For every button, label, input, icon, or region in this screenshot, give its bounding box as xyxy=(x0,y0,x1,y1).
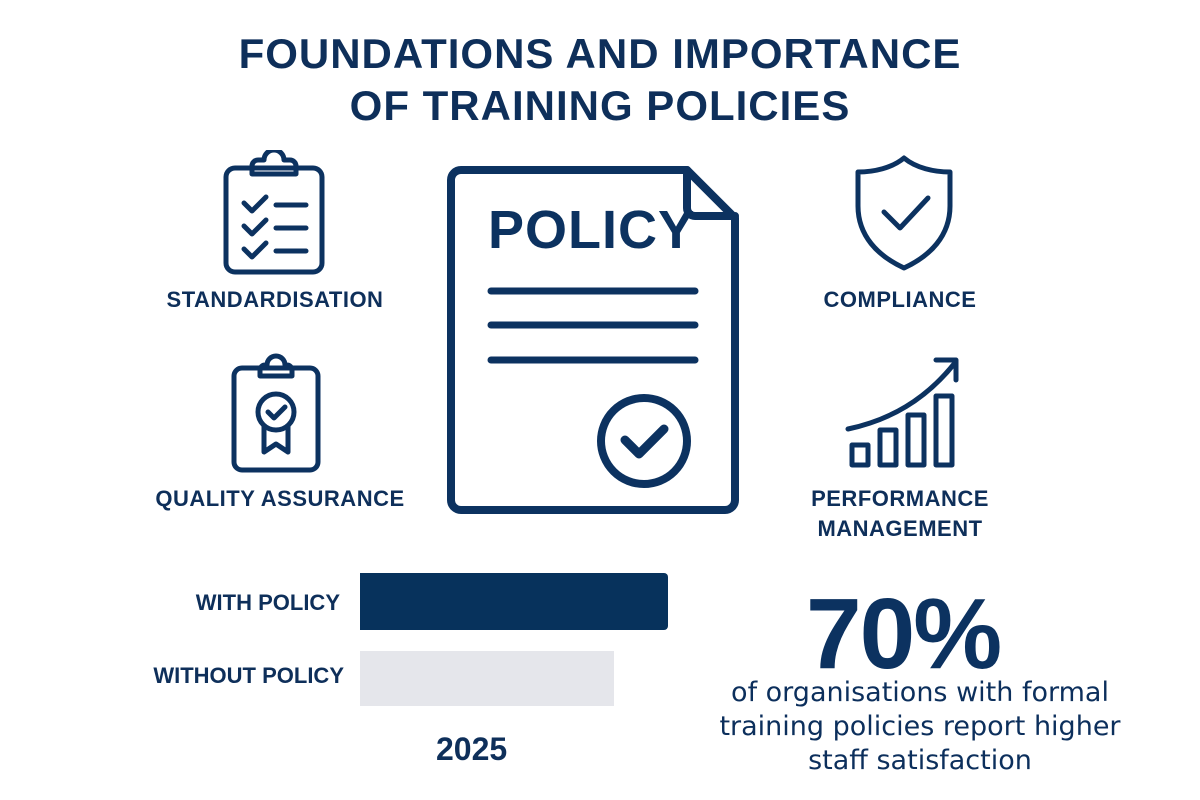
pillar-quality-assurance-label: QUALITY ASSURANCE xyxy=(155,486,405,511)
shield-check-icon xyxy=(855,155,953,271)
title-line-2: OF TRAINING POLICIES xyxy=(349,82,851,129)
stat-line-2: training policies report higher xyxy=(719,711,1121,742)
policy-heading: POLICY xyxy=(488,200,696,260)
growth-chart-icon xyxy=(845,357,959,468)
stat-line-1: of organisations with formal xyxy=(731,677,1109,708)
stat-line-3: staff satisfaction xyxy=(808,745,1032,776)
clipboard-checklist-icon xyxy=(223,150,325,275)
pillar-performance-label-line1: PERFORMANCE xyxy=(811,486,989,511)
bar-label-with-policy: WITH POLICY xyxy=(195,590,340,615)
page-title: FOUNDATIONS AND IMPORTANCE OF TRAINING P… xyxy=(0,28,1200,132)
bar-label-without-policy: WITHOUT POLICY xyxy=(153,663,344,688)
pillar-performance-label-line2: MANAGEMENT xyxy=(817,516,983,541)
stat-description: of organisations with formal training po… xyxy=(700,676,1140,778)
bar-with-policy xyxy=(360,573,668,630)
policy-document-icon xyxy=(447,166,739,514)
stat-value: 70% xyxy=(806,578,1002,690)
chart-year-label: 2025 xyxy=(436,731,508,767)
clipboard-badge-icon xyxy=(231,353,321,473)
pillar-standardisation-label: STANDARDISATION xyxy=(166,287,384,312)
title-line-1: FOUNDATIONS AND IMPORTANCE xyxy=(238,30,962,77)
bar-without-policy xyxy=(360,651,614,706)
pillar-compliance-label: COMPLIANCE xyxy=(823,287,977,312)
